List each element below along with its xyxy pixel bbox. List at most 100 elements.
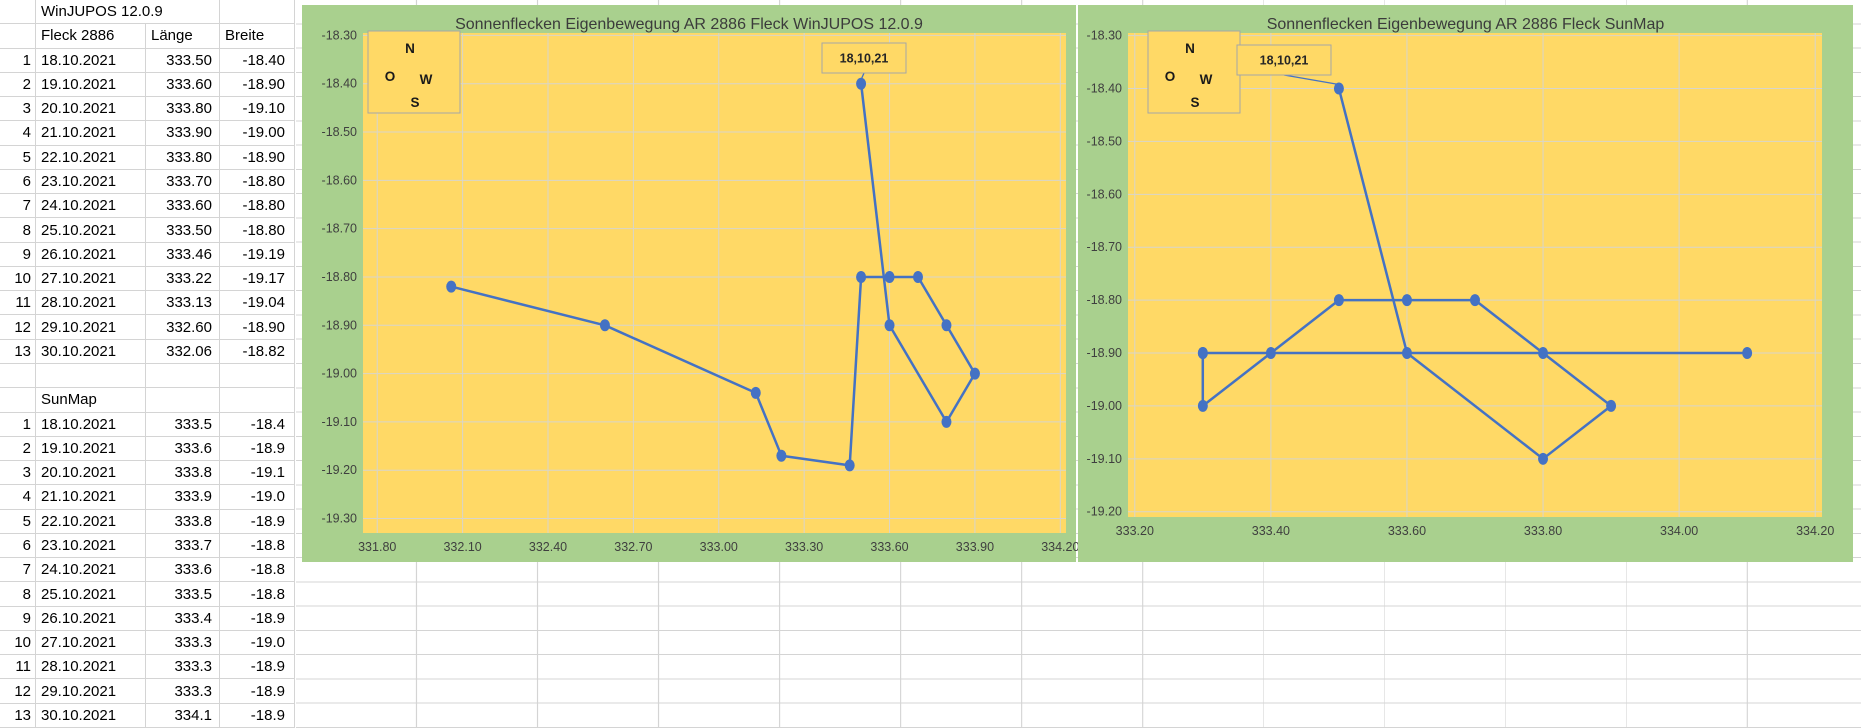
data-point-marker	[941, 319, 952, 332]
x-tick-label: 333.60	[870, 540, 908, 554]
table-row: SunMap	[0, 388, 296, 413]
latitude-cell: -18.90	[220, 315, 295, 340]
latitude-cell: -18.9	[220, 655, 295, 680]
row-number-cell: 6	[0, 533, 36, 559]
latitude-cell: -18.8	[220, 533, 295, 559]
latitude-cell: -19.0	[220, 630, 295, 656]
compass-south-label: S	[1190, 95, 1199, 110]
row-number-cell: 12	[0, 315, 36, 340]
y-tick-label: -19.00	[1087, 399, 1122, 413]
x-tick-label: 332.10	[443, 540, 481, 554]
data-point-marker	[1197, 399, 1208, 412]
compass-west-label: W	[1200, 72, 1213, 87]
table-row	[0, 363, 296, 389]
date-cell: 27.10.2021	[36, 630, 146, 656]
date-cell: 22.10.2021	[36, 145, 146, 170]
sunmap-chart: Sonnenflecken Eigenbewegung AR 2886 Flec…	[1078, 5, 1853, 562]
x-tick-label: 332.70	[614, 540, 652, 554]
longitude-cell: 333.70	[146, 169, 220, 195]
annotation-leader-line	[1283, 74, 1340, 86]
table-row: 10 27.10.2021 333.3 -19.0	[0, 630, 296, 656]
latitude-cell: -19.1	[220, 461, 295, 486]
compass-north-label: N	[1185, 41, 1195, 56]
latitude-cell: -18.82	[220, 339, 295, 364]
plot-area	[1128, 33, 1822, 517]
data-point-marker	[1333, 294, 1344, 307]
empty-cell	[146, 388, 220, 413]
empty-cell	[220, 363, 295, 389]
longitude-cell: 333.9	[146, 485, 220, 510]
table-row: 9 26.10.2021 333.46 -19.19	[0, 242, 296, 267]
y-tick-label: -19.00	[322, 367, 357, 381]
date-cell: 28.10.2021	[36, 291, 146, 316]
row-number-cell: 11	[0, 655, 36, 680]
longitude-cell: 333.3	[146, 655, 220, 680]
compass-south-label: S	[410, 95, 419, 110]
y-tick-label: -18.50	[322, 125, 357, 139]
row-number-cell: 4	[0, 485, 36, 510]
table-row: 6 23.10.2021 333.7 -18.8	[0, 533, 296, 559]
row-number-cell: 2	[0, 436, 36, 462]
chart-title: Sonnenflecken Eigenbewegung AR 2886 Flec…	[455, 16, 923, 33]
column-header-laenge: Länge	[146, 24, 220, 49]
y-tick-label: -18.60	[1087, 187, 1122, 201]
data-point-marker	[1742, 347, 1753, 360]
row-number-cell: 9	[0, 606, 36, 631]
data-point-marker	[1333, 82, 1344, 95]
longitude-cell: 333.60	[146, 194, 220, 219]
longitude-cell: 333.90	[146, 121, 220, 146]
table-row: 8 25.10.2021 333.5 -18.8	[0, 582, 296, 607]
y-tick-label: -19.10	[1087, 452, 1122, 466]
data-point-marker	[1606, 399, 1617, 412]
date-cell: 23.10.2021	[36, 533, 146, 559]
row-number-cell	[0, 0, 36, 25]
latitude-cell: -19.0	[220, 485, 295, 510]
latitude-cell: -19.17	[220, 266, 295, 292]
row-number-cell: 13	[0, 703, 36, 728]
table-subtitle-sunmap: SunMap	[36, 388, 146, 413]
row-number-cell: 3	[0, 97, 36, 122]
table-row: 12 29.10.2021 333.3 -18.9	[0, 679, 296, 704]
latitude-cell: -18.90	[220, 72, 295, 98]
date-cell: 30.10.2021	[36, 339, 146, 364]
y-tick-label: -18.60	[322, 173, 357, 187]
y-tick-label: -19.20	[1087, 505, 1122, 519]
data-point-marker	[856, 77, 867, 90]
row-number-cell: 1	[0, 48, 36, 73]
table-row: 4 21.10.2021 333.9 -19.0	[0, 485, 296, 510]
date-cell: 25.10.2021	[36, 218, 146, 243]
data-table: WinJUPOS 12.0.9 Fleck 2886 Länge Breite 1 18.…	[0, 0, 296, 728]
longitude-cell: 333.5	[146, 412, 220, 437]
compass-east-label: O	[1165, 69, 1176, 84]
y-tick-label: -18.50	[1087, 134, 1122, 148]
column-header-breite: Breite	[220, 24, 295, 49]
latitude-cell: -18.80	[220, 194, 295, 219]
table-row: 1 18.10.2021 333.50 -18.40	[0, 48, 296, 73]
date-annotation-label: 18,10,21	[840, 52, 889, 66]
data-point-marker	[844, 459, 855, 472]
latitude-cell: -18.40	[220, 48, 295, 73]
table-row: 1 18.10.2021 333.5 -18.4	[0, 412, 296, 437]
row-number-cell: 6	[0, 169, 36, 195]
x-tick-label: 331.80	[358, 540, 396, 554]
data-point-marker	[1538, 347, 1549, 360]
data-point-marker	[1470, 294, 1480, 307]
table-row: 13 30.10.2021 332.06 -18.82	[0, 339, 296, 364]
data-series-line	[1201, 87, 1749, 461]
latitude-cell: -18.9	[220, 606, 295, 631]
table-row: 3 20.10.2021 333.80 -19.10	[0, 97, 296, 122]
longitude-cell: 333.50	[146, 218, 220, 243]
latitude-cell: -19.04	[220, 291, 295, 316]
table-row: 8 25.10.2021 333.50 -18.80	[0, 218, 296, 243]
date-cell: 19.10.2021	[36, 436, 146, 462]
data-point-marker	[941, 415, 952, 428]
date-cell: 29.10.2021	[36, 679, 146, 704]
date-cell: 19.10.2021	[36, 72, 146, 98]
x-tick-label: 334.20	[1041, 540, 1079, 554]
latitude-cell: -18.90	[220, 145, 295, 170]
empty-cell	[36, 363, 146, 389]
table-row: 7 24.10.2021 333.6 -18.8	[0, 558, 296, 583]
x-tick-label: 333.20	[1116, 524, 1154, 538]
latitude-cell: -18.4	[220, 412, 295, 437]
